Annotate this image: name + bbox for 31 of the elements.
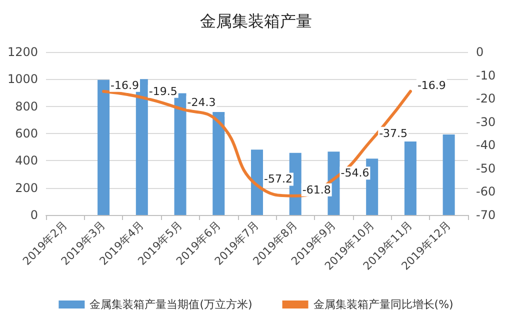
y-tick-label: 800 (15, 99, 38, 114)
y-tick-label: 0 (30, 208, 38, 222)
legend-label: 金属集装箱产量当期值(万立方米) (90, 298, 252, 311)
y-tick-label: 200 (15, 180, 38, 195)
y2-tick-label: -50 (476, 161, 496, 176)
bar (212, 112, 225, 215)
chart-title: 金属集装箱产量 (200, 12, 312, 30)
bar (404, 142, 416, 215)
y-tick-label: 600 (15, 126, 38, 140)
data-label: -61.8 (302, 183, 331, 196)
data-label: -37.5 (379, 126, 408, 140)
y2-tick-label: -10 (476, 68, 496, 82)
data-label: -24.3 (187, 96, 216, 110)
legend-label: 金属集装箱产量同比增长(%) (313, 298, 454, 311)
y2-tick-label: 0 (476, 45, 484, 59)
bar (251, 150, 263, 215)
bar (98, 80, 110, 215)
y-tick-label: 1000 (7, 72, 38, 86)
y2-tick-label: -40 (476, 138, 496, 152)
bar (442, 134, 455, 215)
y2-tick-label: -70 (476, 208, 496, 222)
data-label: -19.5 (148, 84, 178, 98)
y-tick-label: 400 (15, 154, 38, 168)
data-label: -16.9 (110, 78, 140, 92)
data-label: -54.6 (340, 166, 370, 180)
data-label: -57.2 (264, 172, 292, 186)
y2-tick-label: -60 (476, 184, 496, 199)
data-label: -16.9 (417, 78, 446, 92)
y-tick-label: 1200 (7, 45, 38, 59)
y2-tick-label: -30 (476, 114, 496, 129)
y2-tick-label: -20 (476, 92, 496, 106)
